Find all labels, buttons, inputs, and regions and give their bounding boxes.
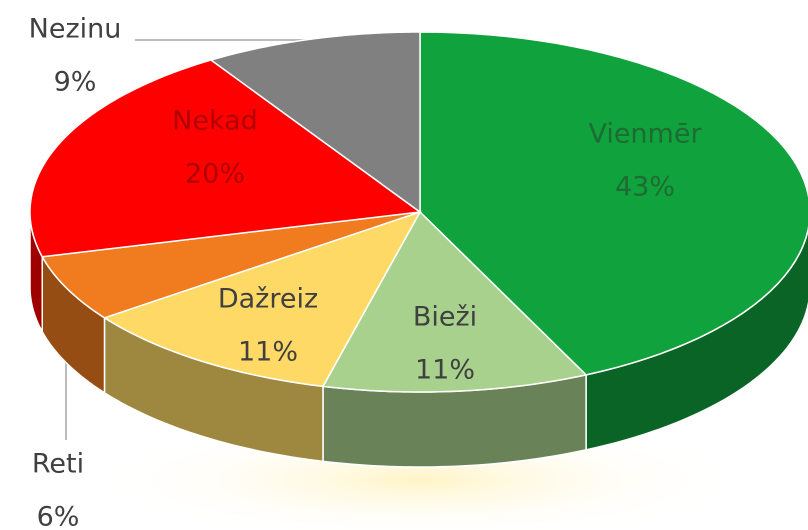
slice [321,210,588,393]
slice [41,211,421,319]
category-label: Vienmēr [588,119,702,150]
value-label: 43% [615,172,675,203]
category-label: Nezinu [29,14,122,45]
category-label: Nekad [172,106,258,137]
value-label: 11% [415,355,475,386]
value-label: 6% [37,502,80,530]
slice [102,210,422,388]
category-label: Dažreiz [218,284,318,315]
category-label: Reti [32,449,84,480]
slice [419,31,808,376]
category-label: Bieži [413,302,477,333]
value-label: 9% [54,67,97,98]
slice [29,59,422,258]
value-label: 11% [238,337,298,368]
value-label: 20% [185,159,245,190]
slice [209,31,421,214]
